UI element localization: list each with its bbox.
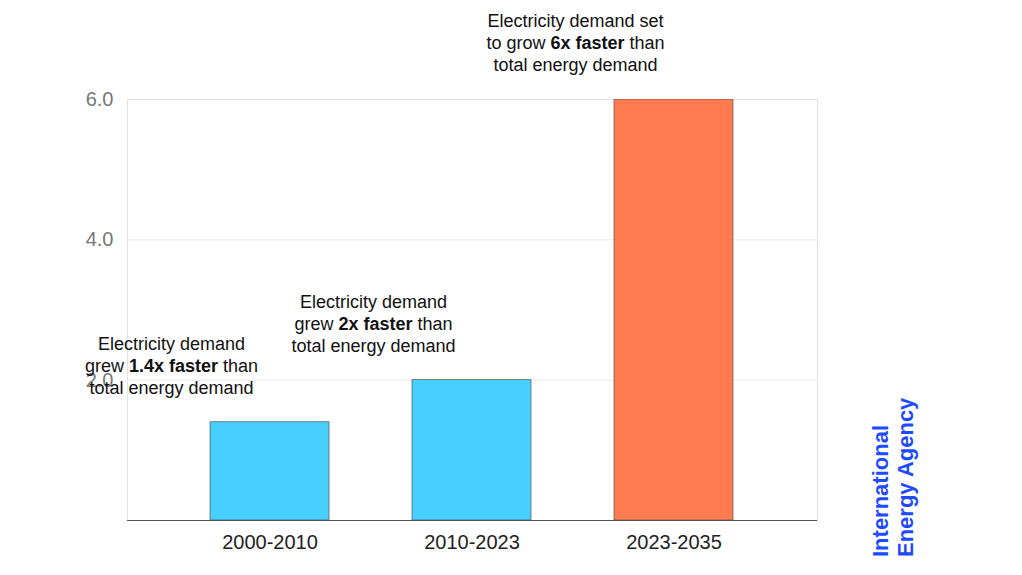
svg-text:Electricity demand setto grow: Electricity demand setto grow 6x faster …	[486, 11, 664, 75]
svg-text:4.0: 4.0	[86, 228, 114, 250]
svg-text:Electricity demandgrew 2x fast: Electricity demandgrew 2x faster thantot…	[291, 292, 455, 356]
svg-text:2023-2035: 2023-2035	[626, 531, 722, 553]
svg-text:2000-2010: 2000-2010	[222, 531, 318, 553]
svg-text:Electricity demandgrew 1.4x fa: Electricity demandgrew 1.4x faster thant…	[85, 334, 258, 398]
svg-text:6.0: 6.0	[86, 88, 114, 110]
svg-text:2010-2023: 2010-2023	[424, 531, 520, 553]
svg-text:InternationalEnergy Agency: InternationalEnergy Agency	[868, 397, 918, 557]
